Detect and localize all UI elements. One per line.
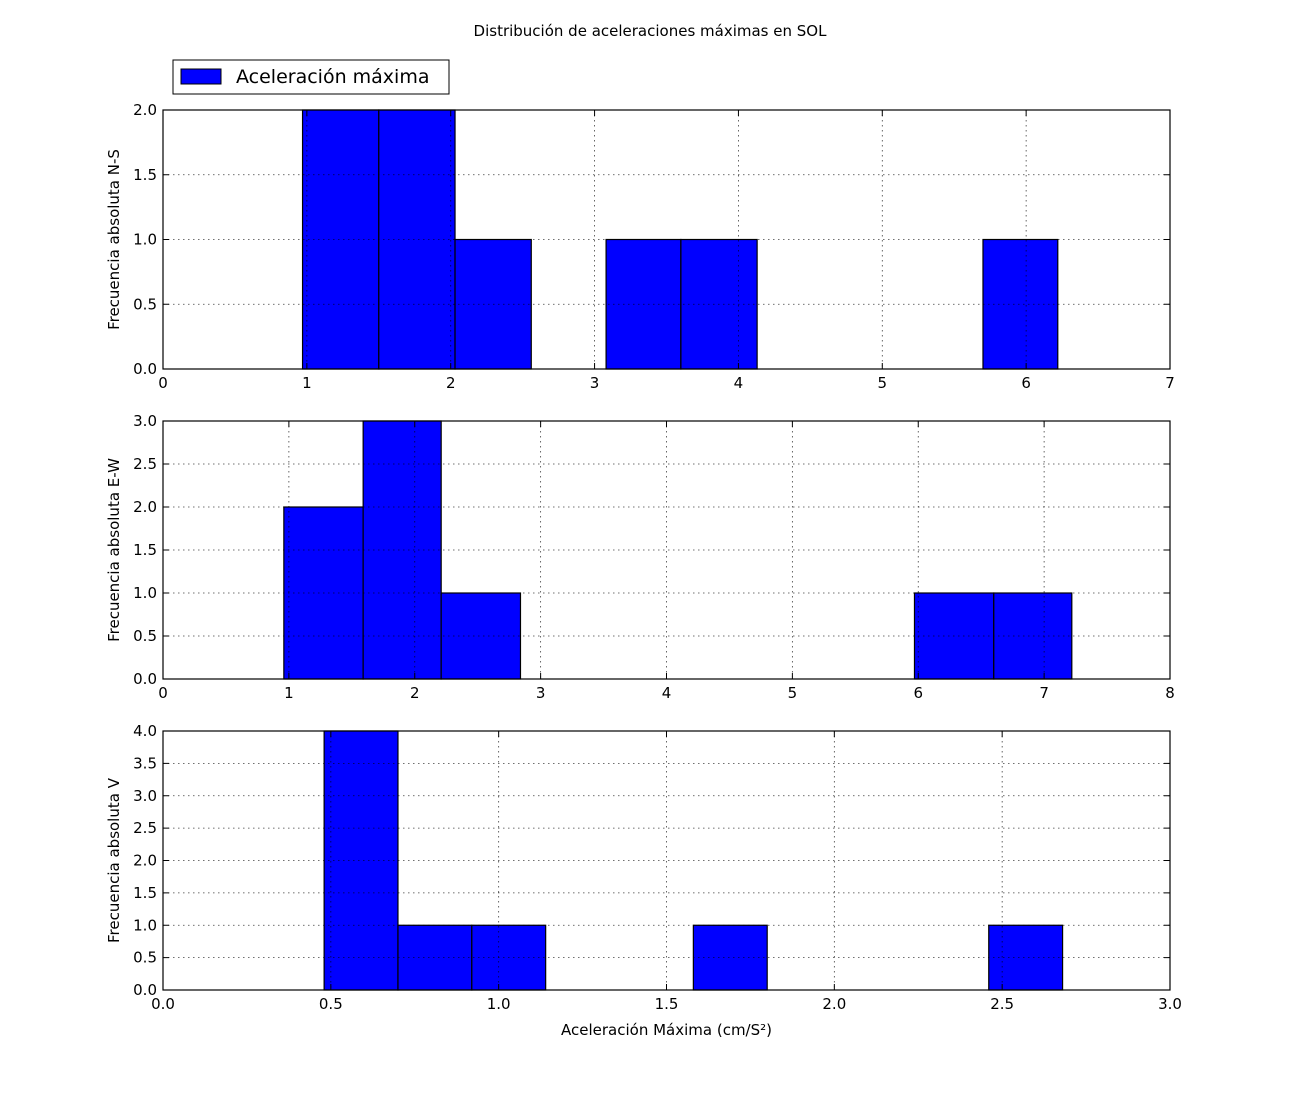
x-tick-label-ew-2: 2 xyxy=(410,684,420,702)
y-tick-label-v-0: 0.0 xyxy=(133,981,157,999)
x-tick-label-ns-1: 1 xyxy=(302,374,312,392)
y-tick-label-v-6: 3.0 xyxy=(133,787,157,805)
legend-label: Aceleración máxima xyxy=(236,66,429,88)
x-tick-label-v-1: 0.5 xyxy=(319,995,343,1013)
x-tick-label-ew-7: 7 xyxy=(1039,684,1049,702)
histogram-bar-ns-9 xyxy=(982,238,1059,370)
legend: Aceleración máxima xyxy=(172,59,450,95)
x-tick-label-v-3: 1.5 xyxy=(655,995,679,1013)
y-tick-label-ns-1: 0.5 xyxy=(133,295,157,313)
y-tick-label-v-7: 3.5 xyxy=(133,754,157,772)
y-tick-label-ew-5: 2.5 xyxy=(133,455,157,473)
x-tick-label-ns-5: 5 xyxy=(878,374,888,392)
y-axis-label-ns: Frecuencia absoluta N-S xyxy=(105,149,123,330)
y-tick-label-v-8: 4.0 xyxy=(133,722,157,740)
x-tick-label-ew-5: 5 xyxy=(788,684,798,702)
y-tick-label-ns-3: 1.5 xyxy=(133,166,157,184)
x-tick-label-ns-7: 7 xyxy=(1165,374,1175,392)
y-tick-label-ew-1: 0.5 xyxy=(133,627,157,645)
legend-swatch xyxy=(180,68,222,85)
panel-ew: 0 1 2 3 4 5 6 7 8 0.0 0.5 1.0 1.5 2.0 2.5 3.0 Frecuencia… xyxy=(105,412,1175,702)
y-tick-label-v-3: 1.5 xyxy=(133,884,157,902)
x-tick-label-ew-8: 8 xyxy=(1165,684,1175,702)
x-tick-label-ew-6: 6 xyxy=(913,684,923,702)
x-tick-label-v-2: 1.0 xyxy=(487,995,511,1013)
y-tick-label-ew-4: 2.0 xyxy=(133,498,157,516)
y-tick-label-ew-3: 1.5 xyxy=(133,541,157,559)
histogram-bar-ew-9 xyxy=(993,592,1073,680)
x-tick-label-ew-4: 4 xyxy=(662,684,672,702)
y-axis-label-ew: Frecuencia absoluta E-W xyxy=(105,458,123,642)
x-tick-label-v-0: 0.0 xyxy=(151,995,175,1013)
chart-title: Distribución de aceleraciones máximas en… xyxy=(474,22,828,40)
x-tick-label-v-5: 2.5 xyxy=(990,995,1014,1013)
histogram-bar-ns-1 xyxy=(378,109,456,370)
y-tick-label-v-5: 2.5 xyxy=(133,819,157,837)
y-tick-label-v-2: 1.0 xyxy=(133,916,157,934)
y-tick-label-v-4: 2.0 xyxy=(133,852,157,870)
y-tick-label-ns-2: 1.0 xyxy=(133,231,157,249)
panel-v: 0.0 0.5 1.0 1.5 2.0 2.5 3.0 0.0 0.5 1.0 1.5 2.0 2.5 3… xyxy=(105,722,1182,1039)
y-axis-label-v: Frecuencia absoluta V xyxy=(105,777,123,943)
x-tick-label-ns-2: 2 xyxy=(446,374,456,392)
histogram-bar-v-0 xyxy=(323,730,399,991)
x-tick-label-ew-0: 0 xyxy=(158,684,168,702)
x-tick-label-ns-4: 4 xyxy=(734,374,744,392)
x-tick-label-ns-3: 3 xyxy=(590,374,600,392)
x-tick-label-ns-0: 0 xyxy=(158,374,168,392)
y-tick-label-ns-0: 0.0 xyxy=(133,360,157,378)
histogram-bar-v-9 xyxy=(988,924,1064,991)
y-tick-label-v-1: 0.5 xyxy=(133,949,157,967)
x-tick-label-v-6: 3.0 xyxy=(1158,995,1182,1013)
panel-ns: 0 1 2 3 4 5 6 7 0.0 0.5 1.0 1.5 2.0 Frecuencia absolu… xyxy=(105,101,1175,392)
x-tick-label-ew-3: 3 xyxy=(536,684,546,702)
y-tick-label-ew-0: 0.0 xyxy=(133,670,157,688)
x-tick-label-ns-6: 6 xyxy=(1021,374,1031,392)
y-tick-label-ew-2: 1.0 xyxy=(133,584,157,602)
y-tick-label-ew-6: 3.0 xyxy=(133,412,157,430)
y-tick-label-ns-4: 2.0 xyxy=(133,101,157,119)
x-tick-label-ew-1: 1 xyxy=(284,684,294,702)
x-axis-label-v: Aceleración Máxima (cm/S²) xyxy=(561,1021,772,1039)
x-tick-label-v-4: 2.0 xyxy=(822,995,846,1013)
